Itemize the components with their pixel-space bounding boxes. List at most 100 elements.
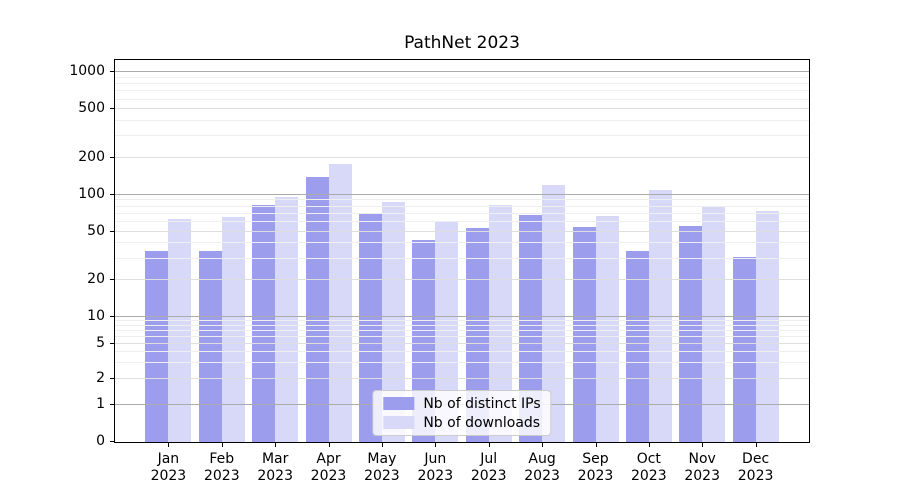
y-tick-label: 200 bbox=[78, 148, 105, 165]
y-tick-label: 100 bbox=[78, 185, 105, 202]
legend-swatch-downloads-icon bbox=[383, 416, 415, 429]
bar-distinct-ips bbox=[252, 204, 276, 442]
y-tick-label: 1000 bbox=[69, 63, 105, 80]
y-tick-mark bbox=[110, 230, 114, 232]
gridline-labeled bbox=[115, 342, 809, 344]
y-tick-mark bbox=[110, 193, 114, 195]
bar-distinct-ips bbox=[198, 250, 222, 442]
x-tick-label: Jun 2023 bbox=[417, 451, 454, 484]
y-tick-mark bbox=[110, 316, 114, 317]
y-tick-label: 50 bbox=[87, 222, 105, 239]
gridline-minor bbox=[115, 83, 809, 85]
y-tick-mark bbox=[110, 156, 114, 158]
x-tick-mark bbox=[488, 443, 490, 447]
x-tick-mark bbox=[435, 443, 437, 447]
x-tick-mark bbox=[381, 443, 383, 447]
gridline-minor bbox=[115, 220, 809, 222]
bar-downloads bbox=[221, 216, 245, 442]
x-tick-label: Sep 2023 bbox=[577, 451, 614, 484]
x-tick-label: May 2023 bbox=[364, 451, 400, 484]
x-tick-mark bbox=[702, 443, 704, 447]
x-tick-mark bbox=[755, 443, 757, 447]
bar-downloads bbox=[648, 189, 672, 442]
gridline-minor bbox=[115, 120, 809, 122]
bar-downloads bbox=[755, 210, 779, 442]
gridline-labeled bbox=[115, 279, 809, 281]
gridline-minor bbox=[115, 199, 809, 201]
gridline-minor bbox=[115, 335, 809, 337]
y-tick-label: 2 bbox=[96, 369, 105, 386]
y-tick-label: 5 bbox=[96, 334, 105, 351]
y-tick-label: 500 bbox=[78, 100, 105, 117]
gridline-minor bbox=[115, 98, 809, 100]
x-tick-label: Apr 2023 bbox=[310, 451, 347, 484]
bar-downloads bbox=[595, 216, 619, 442]
x-tick-label: Nov 2023 bbox=[684, 451, 720, 484]
x-tick-mark bbox=[221, 443, 223, 447]
x-tick-mark bbox=[595, 443, 597, 447]
y-tick-mark bbox=[110, 404, 114, 405]
bar-distinct-ips bbox=[519, 215, 543, 442]
gridline-minor bbox=[115, 362, 809, 363]
gridline-minor bbox=[115, 320, 809, 321]
y-tick-mark bbox=[110, 279, 114, 281]
bar-distinct-ips bbox=[305, 176, 329, 442]
gridline-minor bbox=[115, 257, 809, 259]
x-tick-label: Feb 2023 bbox=[203, 451, 240, 484]
x-tick-mark bbox=[275, 443, 277, 447]
x-tick-mark bbox=[648, 443, 650, 447]
x-axis-labels: Jan 2023 Feb 2023 Mar 2023 Apr 2023 May 2023… bbox=[115, 451, 811, 491]
legend-label-distinct-ips: Nb of distinct IPs bbox=[423, 395, 541, 412]
legend-item-distinct-ips: Nb of distinct IPs bbox=[383, 395, 541, 412]
gridline-minor bbox=[115, 329, 809, 331]
y-axis-labels: 0 1 2 5 10 20 50 100 200 500 1000 bbox=[0, 60, 105, 449]
x-tick-label: Oct 2023 bbox=[630, 451, 667, 484]
gridline-labeled bbox=[115, 377, 809, 379]
x-tick-mark bbox=[542, 443, 544, 447]
x-tick-label: Dec 2023 bbox=[737, 451, 774, 484]
y-tick-label: 1 bbox=[96, 396, 105, 412]
x-tick-label: Mar 2023 bbox=[257, 451, 293, 484]
gridline-major bbox=[115, 71, 809, 73]
y-tick-label: 10 bbox=[87, 308, 105, 324]
bar-downloads bbox=[328, 163, 352, 442]
gridline-major bbox=[115, 316, 809, 317]
legend-label-downloads: Nb of downloads bbox=[423, 414, 541, 431]
x-tick-mark bbox=[328, 443, 330, 447]
gridline-minor bbox=[115, 90, 809, 92]
legend: Nb of distinct IPs Nb of downloads bbox=[372, 390, 552, 436]
y-tick-mark bbox=[110, 342, 114, 344]
gridline-minor bbox=[115, 205, 809, 207]
gridline-minor bbox=[115, 77, 809, 78]
chart-title: PathNet 2023 bbox=[404, 33, 520, 53]
x-tick-mark bbox=[168, 443, 170, 447]
gridline-labeled bbox=[115, 156, 809, 158]
bar-distinct-ips bbox=[572, 227, 596, 442]
gridline-minor bbox=[115, 324, 809, 326]
bar-distinct-ips bbox=[625, 250, 649, 442]
gridline-minor bbox=[115, 242, 809, 244]
bar-downloads bbox=[381, 202, 405, 442]
gridline-labeled bbox=[115, 108, 809, 110]
x-tick-label: Aug 2023 bbox=[524, 451, 560, 484]
y-tick-mark bbox=[110, 441, 114, 442]
gridline-major bbox=[115, 193, 809, 195]
bar-distinct-ips bbox=[145, 250, 169, 442]
legend-swatch-distinct-ips-icon bbox=[383, 397, 415, 410]
gridline-minor bbox=[115, 351, 809, 352]
bar-distinct-ips bbox=[358, 212, 382, 442]
y-tick-label: 0 bbox=[96, 433, 105, 449]
x-tick-label: Jul 2023 bbox=[470, 451, 507, 484]
gridline-minor bbox=[115, 212, 809, 214]
x-tick-label: Jan 2023 bbox=[150, 451, 187, 484]
y-tick-label: 20 bbox=[87, 271, 105, 288]
bar-downloads bbox=[488, 204, 512, 442]
bar-distinct-ips bbox=[732, 256, 756, 442]
legend-item-downloads: Nb of downloads bbox=[383, 414, 540, 431]
gridline-minor bbox=[115, 135, 809, 137]
y-tick-mark bbox=[110, 71, 114, 73]
y-tick-mark bbox=[110, 108, 114, 110]
bar-downloads bbox=[435, 221, 459, 442]
gridline-labeled bbox=[115, 230, 809, 232]
